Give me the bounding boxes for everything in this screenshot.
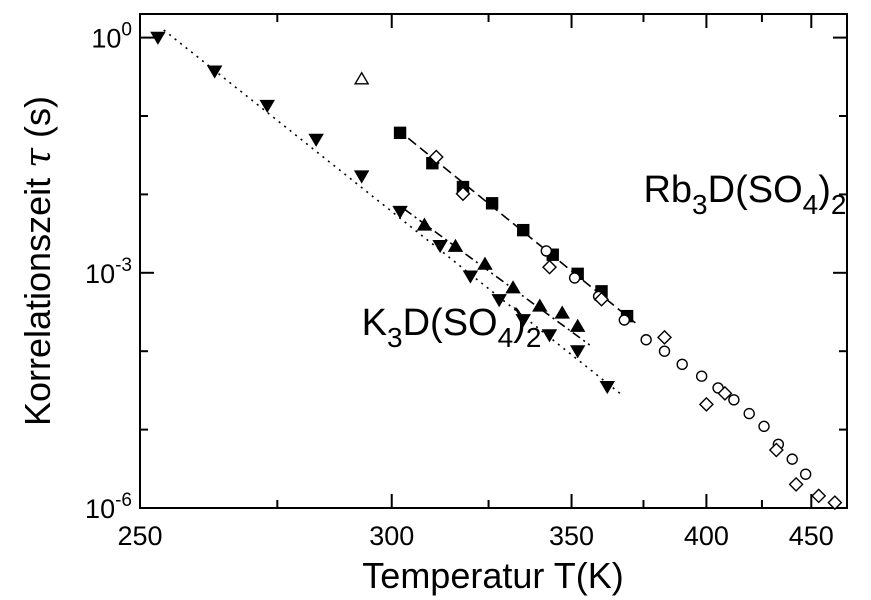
marker-triangle-down	[491, 294, 507, 308]
plot-frame	[139, 13, 848, 509]
x-tick-label: 400	[684, 521, 729, 551]
y-axis-title: Korrelationszeit τ (s)	[17, 96, 59, 426]
marker-square	[393, 126, 407, 140]
marker-triangle-up	[477, 256, 493, 270]
marker-circle	[728, 394, 740, 406]
annotations: Rb3D(SO4)2 K3D(SO4)2	[362, 169, 847, 353]
marker-triangle-down	[308, 133, 324, 147]
y-tick-label: 10-3	[85, 255, 132, 289]
marker-triangle-up	[505, 280, 521, 294]
marker-diamond	[827, 495, 843, 511]
y-tick-label: 100	[91, 20, 132, 54]
marker-triangle-down	[150, 31, 166, 45]
marker-circle	[758, 420, 770, 433]
marker-square	[517, 223, 530, 237]
x-tick-label: 300	[369, 521, 414, 551]
marker-circle	[743, 407, 755, 420]
x-tick-label: 250	[117, 521, 162, 551]
marker-triangle-down	[541, 329, 558, 343]
marker-diamond	[455, 186, 471, 202]
marker-circle	[799, 468, 812, 480]
marker-triangle-down	[462, 270, 479, 284]
marker-triangle-down	[259, 99, 275, 114]
data-markers	[150, 31, 843, 511]
y-axis-title-unit: (s)	[17, 96, 58, 138]
marker-triangle-down	[599, 381, 616, 395]
marker-square	[485, 197, 499, 210]
annotation-rb: Rb3D(SO4)2	[643, 169, 846, 220]
marker-triangle-down	[569, 345, 586, 359]
marker-diamond	[594, 291, 610, 307]
marker-circle	[618, 314, 631, 326]
marker-triangle-up	[532, 298, 548, 312]
axis-tick-labels: 250 300 350 400 450 100 10-3 10-6	[85, 20, 834, 551]
marker-triangle-up	[569, 318, 586, 332]
marker-circle	[695, 370, 708, 382]
marker-diamond	[811, 488, 827, 504]
marker-triangle-down	[432, 240, 448, 254]
marker-diamond	[698, 396, 714, 412]
marker-triangle-down	[206, 65, 223, 79]
marker-circle	[568, 272, 581, 284]
x-tick-label: 450	[789, 521, 834, 551]
marker-diamond	[542, 259, 558, 275]
fit-line-dash-dot	[403, 208, 591, 346]
marker-triangle-up	[554, 305, 570, 319]
marker-circle	[658, 345, 671, 357]
marker-triangle-up	[353, 71, 370, 85]
y-axis-title-symbol: τ	[18, 147, 59, 168]
axis-ticks	[139, 14, 847, 509]
plot-border	[139, 13, 848, 509]
x-axis-title: Temperatur T(K)	[362, 555, 623, 596]
marker-diamond	[788, 476, 804, 492]
marker-triangle-up	[447, 238, 464, 252]
marker-diamond	[768, 442, 784, 458]
marker-diamond	[657, 329, 672, 345]
marker-circle	[676, 358, 688, 371]
marker-circle	[640, 334, 652, 346]
marker-triangle-up	[416, 217, 433, 231]
marker-triangle-down	[353, 170, 370, 184]
marker-circle	[786, 453, 798, 465]
y-tick-label: 10-6	[85, 490, 132, 524]
x-tick-label: 350	[549, 521, 594, 551]
y-axis-title-main: Korrelationszeit	[17, 178, 58, 426]
marker-diamond	[717, 385, 733, 401]
marker-triangle-down	[515, 314, 531, 328]
marker-circle	[540, 245, 553, 257]
marker-diamond	[428, 149, 444, 165]
annotation-k: K3D(SO4)2	[362, 302, 542, 353]
marker-triangle-down	[392, 205, 408, 220]
